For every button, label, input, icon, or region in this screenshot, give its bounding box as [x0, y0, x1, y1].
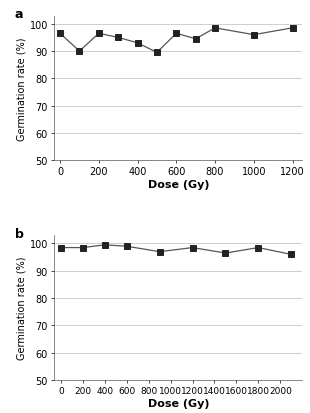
X-axis label: Dose (Gy): Dose (Gy): [148, 398, 209, 408]
Text: a: a: [15, 8, 23, 21]
Y-axis label: Germination rate (%): Germination rate (%): [17, 37, 27, 140]
X-axis label: Dose (Gy): Dose (Gy): [148, 180, 209, 190]
Text: b: b: [15, 227, 24, 240]
Y-axis label: Germination rate (%): Germination rate (%): [17, 256, 27, 359]
